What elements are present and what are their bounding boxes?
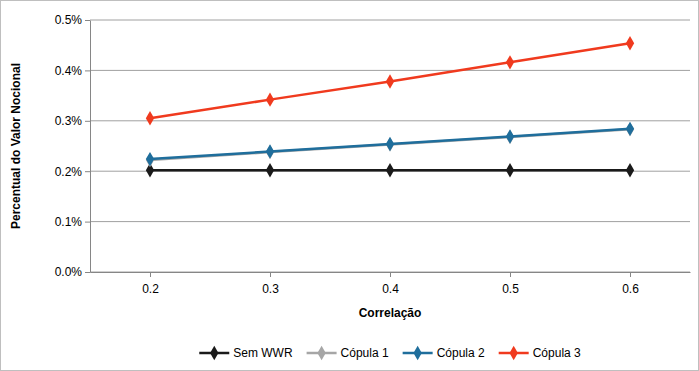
y-tick-mark xyxy=(85,121,90,122)
y-tick-label: 0.0% xyxy=(55,265,83,279)
y-axis-title: Percentual do Valor Nocional xyxy=(9,63,23,229)
y-tick-label: 0.4% xyxy=(55,64,83,78)
y-tick: 0.1% xyxy=(55,215,90,229)
series-marker xyxy=(386,137,394,151)
grid-line xyxy=(90,120,690,121)
x-axis-title: Correlação xyxy=(359,306,422,320)
series-marker xyxy=(506,55,514,69)
grid xyxy=(90,20,690,272)
legend-item: Cópula 3 xyxy=(499,346,581,360)
y-tick-label: 0.1% xyxy=(55,215,83,229)
grid-line xyxy=(90,70,690,71)
legend-label: Cópula 2 xyxy=(437,346,485,360)
series-marker xyxy=(266,92,274,106)
y-tick: 0.0% xyxy=(55,265,90,279)
chart-border xyxy=(1,1,699,371)
x-tick: 0.4 xyxy=(382,272,399,296)
y-tick-label: 0.5% xyxy=(55,13,83,27)
series-marker xyxy=(506,129,514,143)
x-tick-label: 0.4 xyxy=(382,282,399,296)
legend-item: Cópula 2 xyxy=(403,346,485,360)
series-marker xyxy=(626,36,634,50)
series xyxy=(146,36,634,126)
x-tick: 0.5 xyxy=(502,272,519,296)
series xyxy=(146,122,634,167)
series-marker xyxy=(386,74,394,88)
x-tick: 0.3 xyxy=(262,272,279,296)
y-tick-mark xyxy=(85,171,90,172)
series-marker xyxy=(266,145,274,159)
y-tick: 0.5% xyxy=(55,13,90,27)
series-marker xyxy=(626,122,634,136)
y-tick: 0.3% xyxy=(55,114,90,128)
series-marker xyxy=(506,163,514,177)
legend-label: Sem WWR xyxy=(233,346,293,360)
x-tick: 0.2 xyxy=(142,272,159,296)
x-tick-label: 0.2 xyxy=(142,282,159,296)
y-tick-mark xyxy=(85,20,90,21)
x-tick-mark xyxy=(510,272,511,277)
series-marker xyxy=(266,163,274,177)
legend-label: Cópula 1 xyxy=(341,346,389,360)
x-axis: 0.2 0.3 0.4 0.5 0.6 xyxy=(91,272,691,296)
series-marker xyxy=(626,122,634,136)
y-tick-mark xyxy=(85,222,90,223)
y-tick: 0.2% xyxy=(55,165,90,179)
x-tick-mark xyxy=(630,272,631,277)
series xyxy=(146,122,634,167)
legend-item: Cópula 1 xyxy=(307,346,389,360)
legend-marker xyxy=(210,346,218,360)
series-marker xyxy=(266,144,274,158)
grid-line xyxy=(90,221,690,222)
series-marker xyxy=(386,137,394,151)
y-tick-label: 0.3% xyxy=(55,114,83,128)
legend-marker xyxy=(510,346,518,360)
chart: 0.0% 0.1% 0.2% 0.3% 0.4% 0.5% 0.2 0.3 0.4 0.5 0.6 C… xyxy=(0,0,699,371)
series-marker xyxy=(506,130,514,144)
series-marker xyxy=(626,163,634,177)
series-marker xyxy=(146,111,154,125)
y-tick: 0.4% xyxy=(55,64,90,78)
y-tick-mark xyxy=(85,70,90,71)
series-marker xyxy=(146,152,154,166)
grid-line xyxy=(90,20,690,21)
x-tick-label: 0.5 xyxy=(502,282,519,296)
legend-label: Cópula 3 xyxy=(533,346,581,360)
y-tick-label: 0.2% xyxy=(55,165,83,179)
x-tick: 0.6 xyxy=(622,272,639,296)
data-area xyxy=(146,36,634,177)
series-marker xyxy=(386,163,394,177)
x-tick-label: 0.3 xyxy=(262,282,279,296)
x-tick-mark xyxy=(390,272,391,277)
legend: Sem WWR Cópula 1 Cópula 2 Cópula 3 xyxy=(199,346,581,360)
y-axis-line xyxy=(90,21,91,273)
series xyxy=(146,163,634,177)
legend-marker xyxy=(413,346,421,360)
legend-item: Sem WWR xyxy=(199,346,293,360)
plot: 0.0% 0.1% 0.2% 0.3% 0.4% 0.5% 0.2 0.3 0.4 0.5 0.6 xyxy=(55,13,691,296)
y-tick-mark xyxy=(85,272,90,273)
y-axis: 0.0% 0.1% 0.2% 0.3% 0.4% 0.5% xyxy=(55,13,91,279)
x-tick-mark xyxy=(270,272,271,277)
series-line xyxy=(150,43,630,118)
series-line xyxy=(150,129,630,159)
x-tick-label: 0.6 xyxy=(622,282,639,296)
legend-marker xyxy=(317,346,325,360)
x-tick-mark xyxy=(150,272,151,277)
series-line xyxy=(150,129,630,160)
